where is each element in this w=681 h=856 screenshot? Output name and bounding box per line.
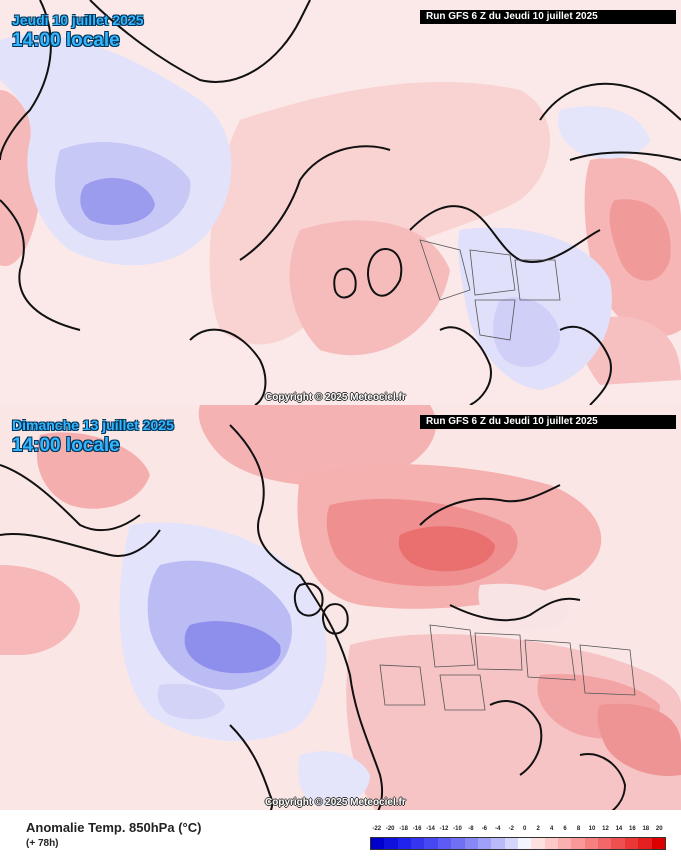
legend-swatch <box>491 838 505 849</box>
footer: Anomalie Temp. 850hPa (°C) (+ 78h) -22 -2… <box>0 816 681 856</box>
legend-tick-label: 20 <box>655 826 663 832</box>
legend-swatch <box>531 838 545 849</box>
legend-swatch <box>638 838 652 849</box>
legend-tick-label: 14 <box>615 826 623 832</box>
anomaly-map-bottom <box>0 405 681 810</box>
legend-tick-label: -12 <box>439 826 449 832</box>
legend-tick-label: 16 <box>629 826 636 832</box>
legend-swatch <box>571 838 585 849</box>
legend-swatch <box>611 838 625 849</box>
legend-tick-label: -22 <box>372 826 382 832</box>
legend-swatch <box>544 838 559 849</box>
legend-swatch <box>517 838 532 849</box>
valid-time: 14:00 locale <box>12 435 120 456</box>
legend-tick-label: -2 <box>508 826 514 832</box>
legend-swatch <box>558 838 572 849</box>
legend-tick-label: 8 <box>576 826 581 832</box>
legend-swatch <box>411 838 425 849</box>
map-variable-title: Anomalie Temp. 850hPa (°C) <box>26 820 202 835</box>
legend-swatch <box>598 838 612 849</box>
valid-time: 14:00 locale <box>12 30 120 51</box>
legend-swatch <box>451 838 465 849</box>
legend-tick-label: -8 <box>468 826 474 832</box>
legend-swatch <box>384 838 398 849</box>
anomaly-map-top <box>0 0 681 405</box>
legend-tick-label: 4 <box>549 826 554 832</box>
legend-tick-label: 12 <box>602 826 609 832</box>
legend-tick-label: -6 <box>481 826 488 832</box>
forecast-hour: (+ 78h) <box>26 838 59 849</box>
legend-swatch <box>397 838 412 849</box>
copyright: Copyright © 2025 Meteociel.fr <box>265 392 406 403</box>
legend-tick-label: -16 <box>412 826 422 832</box>
legend-swatch <box>371 838 385 849</box>
valid-date: Jeudi 10 juillet 2025 <box>12 12 144 28</box>
legend-tick-label: 2 <box>536 826 540 832</box>
run-info: Run GFS 6 Z du Jeudi 10 juillet 2025 <box>420 415 676 429</box>
legend-tick-label: -10 <box>453 826 462 832</box>
legend-swatch <box>437 838 452 849</box>
legend-tick-label: 0 <box>523 826 527 832</box>
legend-tick-label: -14 <box>426 826 435 832</box>
legend-tick-label: -4 <box>495 826 501 832</box>
color-scale-legend: -22 -20 -18 -16 -14 -12 -10 -8 -6 -4 -2 0 2 4 6 8 10 12 14… <box>370 826 666 852</box>
valid-date: Dimanche 13 juillet 2025 <box>12 417 174 433</box>
map-panel-bottom: Dimanche 13 juillet 2025 14:00 locale Ru… <box>0 405 681 810</box>
legend-ticks: -22 -20 -18 -16 -14 -12 -10 -8 -6 -4 -2 0 2 4 6 8 10 12 14… <box>370 826 666 836</box>
copyright: Copyright © 2025 Meteociel.fr <box>265 797 406 808</box>
legend-tick-label: -20 <box>385 826 395 832</box>
legend-swatch <box>477 838 492 849</box>
legend-swatch <box>424 838 438 849</box>
legend-tick-label: -18 <box>399 826 408 832</box>
legend-tick-label: 10 <box>588 826 596 832</box>
map-panel-top: Jeudi 10 juillet 2025 14:00 locale Run G… <box>0 0 681 405</box>
legend-swatch <box>624 838 639 849</box>
legend-swatch <box>504 838 518 849</box>
legend-swatch <box>464 838 478 849</box>
run-info: Run GFS 6 Z du Jeudi 10 juillet 2025 <box>420 10 676 24</box>
legend-tick-label: 18 <box>642 826 650 832</box>
legend-bar <box>370 837 666 850</box>
legend-tick-label: 6 <box>563 826 567 832</box>
legend-swatch <box>651 838 665 849</box>
legend-swatch <box>584 838 599 849</box>
